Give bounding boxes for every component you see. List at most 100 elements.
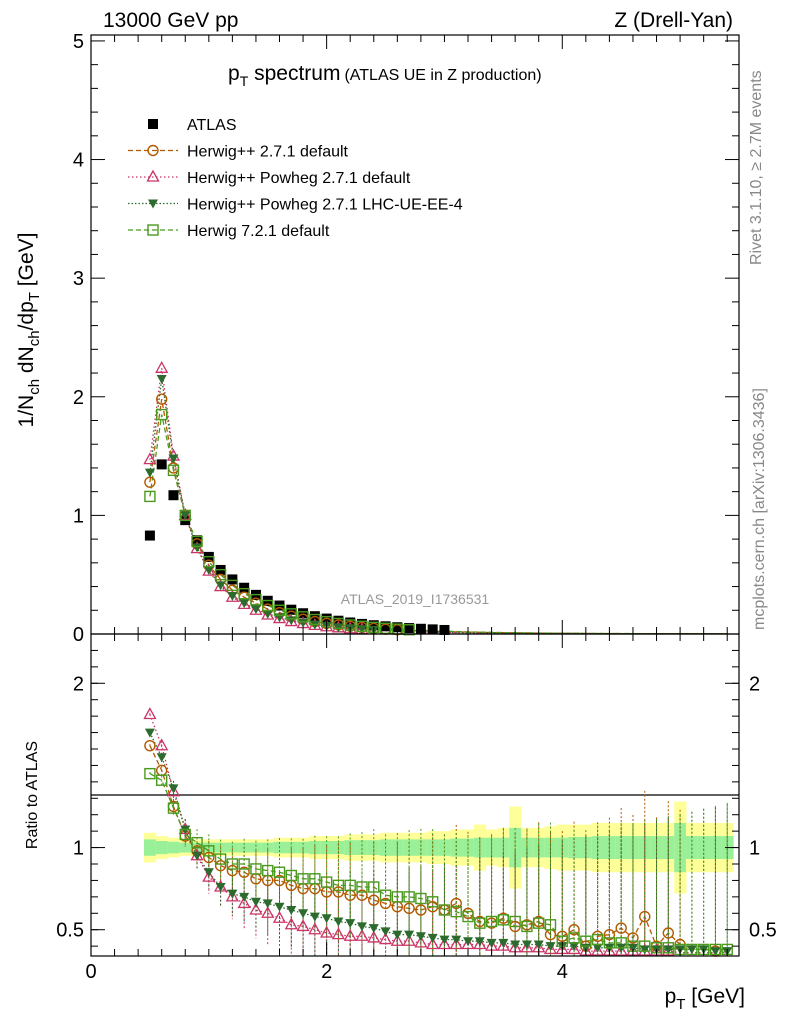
ratio-marker-herwig-7-2-1-default: [368, 881, 380, 893]
ratio-marker-herwig-7-2-1-default: [615, 937, 627, 949]
legend-marker-sample: [147, 224, 159, 236]
ratio-marker-herwig-7-2-1-default: [391, 891, 404, 903]
ratio-marker-herwig-powheg-2-7-1-lhc-ue-ee-4: [286, 906, 297, 915]
ratio-marker-herwig-powheg-2-7-1-default: [543, 942, 558, 955]
legend-marker-sample: [148, 119, 158, 129]
main-ylabel: 1/Nch dNch/dpT [GeV]: [15, 233, 43, 428]
main-marker-herwig-7-2-1-default: [309, 613, 321, 626]
ratio-marker-herwig-2-7-1-default: [356, 889, 368, 901]
ratio-band-stat: [179, 842, 192, 853]
ratio-band-stat: [356, 840, 369, 855]
ratio-marker-herwig-powheg-2-7-1-default: [166, 784, 181, 797]
ratio-marker-herwig-powheg-2-7-1-lhc-ue-ee-4: [333, 917, 344, 927]
ratio-marker-herwig-powheg-2-7-1-lhc-ue-ee-4: [215, 883, 226, 892]
main-marker-herwig-7-2-1-default: [144, 490, 156, 503]
main-marker-herwig-7-2-1-default: [238, 587, 250, 600]
ratio-marker-herwig-powheg-2-7-1-default: [225, 889, 239, 902]
ratio-marker-herwig-powheg-2-7-1-default: [237, 896, 251, 909]
ratio-marker-herwig-7-2-1-default: [285, 869, 297, 882]
ratio-marker-herwig-powheg-2-7-1-lhc-ue-ee-4: [250, 897, 261, 907]
ratio-x-tick-label: 4: [557, 961, 568, 983]
ratio-marker-herwig-powheg-2-7-1-lhc-ue-ee-4: [380, 927, 391, 937]
ratio-y-tick-label-right: 2: [749, 673, 760, 695]
main-marker-herwig-powheg-2-7-1-default: [249, 602, 263, 615]
ratio-band-stat: [450, 838, 463, 857]
ratio-marker-herwig-powheg-2-7-1-lhc-ue-ee-4: [392, 930, 403, 940]
ratio-band-stat: [155, 841, 169, 855]
main-y-tick-label: 0: [73, 624, 84, 646]
main-marker-atlas: [168, 490, 179, 501]
ratio-marker-herwig-powheg-2-7-1-default: [284, 917, 298, 930]
ratio-x-axis: 0 2 4: [85, 634, 728, 983]
ratio-band-stat: [144, 839, 157, 856]
main-marker-herwig-powheg-2-7-1-default: [214, 579, 228, 592]
legend: ATLAS Herwig++ 2.7.1 default Herwig++ Powh…: [128, 117, 463, 240]
ratio-marker-herwig-7-2-1-default: [521, 920, 533, 933]
ratio-band-stat: [509, 827, 522, 868]
ratio-marker-herwig-2-7-1-default: [238, 866, 250, 878]
main-marker-herwig-powheg-2-7-1-default: [284, 614, 298, 627]
main-marker-herwig-7-2-1-default: [191, 535, 203, 548]
ratio-marker-herwig-powheg-2-7-1-lhc-ue-ee-4: [227, 889, 238, 899]
main-marker-herwig-7-2-1-default: [356, 620, 368, 632]
ratio-marker-herwig-2-7-1-default: [203, 851, 215, 864]
main-marker-herwig-7-2-1-default: [273, 604, 286, 616]
ratio-marker-herwig-2-7-1-default: [627, 932, 639, 944]
ratio-marker-herwig-7-2-1-default: [426, 896, 439, 908]
ratio-marker-herwig-powheg-2-7-1-lhc-ue-ee-4: [168, 784, 179, 794]
ratio-marker-herwig-7-2-1-default: [709, 943, 722, 956]
legend-entry-herwig-powheg-2-7-1-lhc-ue-ee-4: Herwig++ Powheg 2.7.1 LHC-UE-EE-4: [128, 197, 463, 214]
legend-entry-atlas: ATLAS: [148, 117, 237, 134]
ratio-marker-herwig-powheg-2-7-1-lhc-ue-ee-4: [415, 932, 426, 942]
main-marker-herwig-7-2-1-default: [250, 593, 262, 606]
main-marker-herwig-powheg-2-7-1-default: [155, 360, 169, 373]
ratio-marker-herwig-powheg-2-7-1-lhc-ue-ee-4: [321, 914, 332, 924]
main-marker-herwig-powheg-2-7-1-lhc-ue-ee-4: [239, 599, 250, 609]
ratio-y-tick-label: 1: [73, 838, 84, 860]
header-process-label: Z (Drell-Yan): [614, 9, 733, 32]
ratio-marker-herwig-powheg-2-7-1-lhc-ue-ee-4: [627, 943, 638, 953]
ratio-marker-herwig-powheg-2-7-1-lhc-ue-ee-4: [663, 945, 674, 955]
legend-entry-herwig-7-2-1-default: Herwig 7.2.1 default: [128, 223, 330, 240]
main-marker-atlas: [239, 582, 250, 593]
ratio-marker-herwig-powheg-2-7-1-lhc-ue-ee-4: [439, 935, 450, 945]
ratio-marker-herwig-7-2-1-default: [214, 853, 227, 865]
ratio-marker-herwig-7-2-1-default: [639, 940, 651, 952]
main-plot-title: pT spectrum (ATLAS UE in Z production): [228, 62, 542, 89]
ratio-marker-herwig-powheg-2-7-1-lhc-ue-ee-4: [368, 924, 379, 934]
ratio-marker-herwig-powheg-2-7-1-lhc-ue-ee-4: [474, 937, 485, 947]
ratio-marker-herwig-powheg-2-7-1-default: [461, 937, 475, 950]
ratio-marker-herwig-powheg-2-7-1-default: [473, 937, 487, 950]
ratio-band-stat: [167, 841, 180, 854]
ratio-marker-herwig-2-7-1-default: [568, 924, 580, 936]
legend-label: Herwig 7.2.1 default: [187, 223, 330, 240]
ratio-marker-herwig-7-2-1-default: [568, 932, 580, 944]
ratio-marker-herwig-7-2-1-default: [144, 767, 156, 780]
ratio-marker-herwig-powheg-2-7-1-default: [378, 932, 393, 945]
main-marker-herwig-powheg-2-7-1-default: [190, 541, 204, 554]
main-line-herwig-7-2-1-default: [149, 414, 728, 635]
ratio-panel: 0.5 0.5 1 1 2 2 0 2 4 Ratio to ATLAS pT [GeV]: [24, 633, 777, 1013]
ratio-marker-herwig-2-7-1-default: [403, 902, 415, 915]
ratio-x-tick-label: 0: [85, 961, 96, 983]
ratio-x-tick-label: 2: [321, 961, 332, 983]
legend-label: Herwig++ 2.7.1 default: [187, 144, 349, 161]
ratio-marker-herwig-powheg-2-7-1-default: [426, 937, 440, 950]
ratio-marker-herwig-2-7-1-default: [226, 864, 239, 877]
ratio-band-stat: [497, 837, 510, 858]
main-marker-atlas: [298, 608, 309, 619]
ratio-marker-herwig-7-2-1-default: [309, 873, 321, 885]
ratio-marker-herwig-powheg-2-7-1-default: [355, 928, 369, 941]
main-marker-herwig-powheg-2-7-1-lhc-ue-ee-4: [298, 618, 309, 628]
main-marker-herwig-7-2-1-default: [403, 624, 415, 636]
main-marker-herwig-powheg-2-7-1-lhc-ue-ee-4: [215, 581, 226, 591]
ratio-marker-herwig-7-2-1-default: [226, 858, 239, 870]
ratio-marker-herwig-2-7-1-default: [639, 910, 651, 923]
main-marker-atlas: [144, 530, 155, 541]
ratio-marker-herwig-powheg-2-7-1-default: [249, 902, 263, 915]
ratio-plot-frame: [90, 633, 740, 957]
ratio-marker-herwig-powheg-2-7-1-lhc-ue-ee-4: [345, 919, 356, 929]
main-marker-atlas: [156, 459, 167, 470]
ratio-marker-herwig-powheg-2-7-1-lhc-ue-ee-4: [274, 902, 285, 912]
legend-entry-herwig-powheg-2-7-1-default: Herwig++ Powheg 2.7.1 default: [128, 169, 411, 187]
